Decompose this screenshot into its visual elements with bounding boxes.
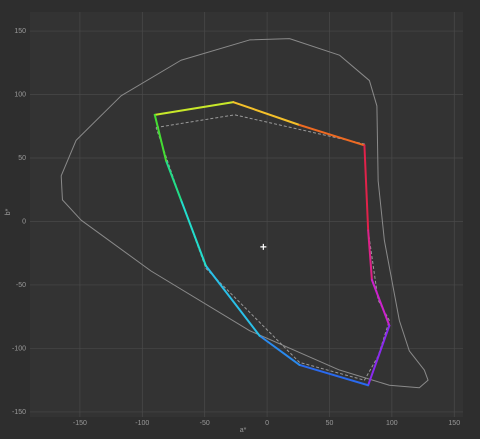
y-tick-label: 0 <box>22 218 26 225</box>
y-tick-label: 150 <box>14 28 26 35</box>
y-tick-label: 50 <box>18 155 26 162</box>
gamut-edge <box>232 101 301 126</box>
gamut-edge <box>258 334 301 366</box>
x-tick-label: -100 <box>135 420 149 427</box>
y-tick-label: -50 <box>16 282 26 289</box>
gamut-edge <box>367 229 373 281</box>
x-tick-label: 100 <box>386 420 398 427</box>
y-axis-label: b* <box>5 208 12 215</box>
spectral-locus <box>60 38 429 389</box>
gamut-edge <box>153 113 168 162</box>
gamut-edge <box>363 144 370 232</box>
gamut-edge <box>298 363 370 387</box>
gamut-edge <box>204 264 261 337</box>
x-tick-label: -50 <box>200 420 210 427</box>
gamut-edge <box>179 198 207 267</box>
x-tick-label: 50 <box>326 420 334 427</box>
gamut-edge <box>370 278 391 327</box>
y-tick-label: -100 <box>12 345 26 352</box>
plot-area <box>30 12 463 417</box>
x-tick-label: 0 <box>265 420 269 427</box>
y-tick-label: 100 <box>14 91 26 98</box>
white-point <box>260 243 267 250</box>
x-axis-label: a* <box>240 427 247 434</box>
gamut-edge <box>298 123 366 147</box>
gamut-edge <box>165 159 182 201</box>
x-tick-label: -150 <box>73 420 87 427</box>
y-tick-label: -150 <box>12 409 26 416</box>
gamut-edge <box>153 101 235 116</box>
gamut-edge <box>367 324 391 387</box>
x-tick-label: 150 <box>448 420 460 427</box>
